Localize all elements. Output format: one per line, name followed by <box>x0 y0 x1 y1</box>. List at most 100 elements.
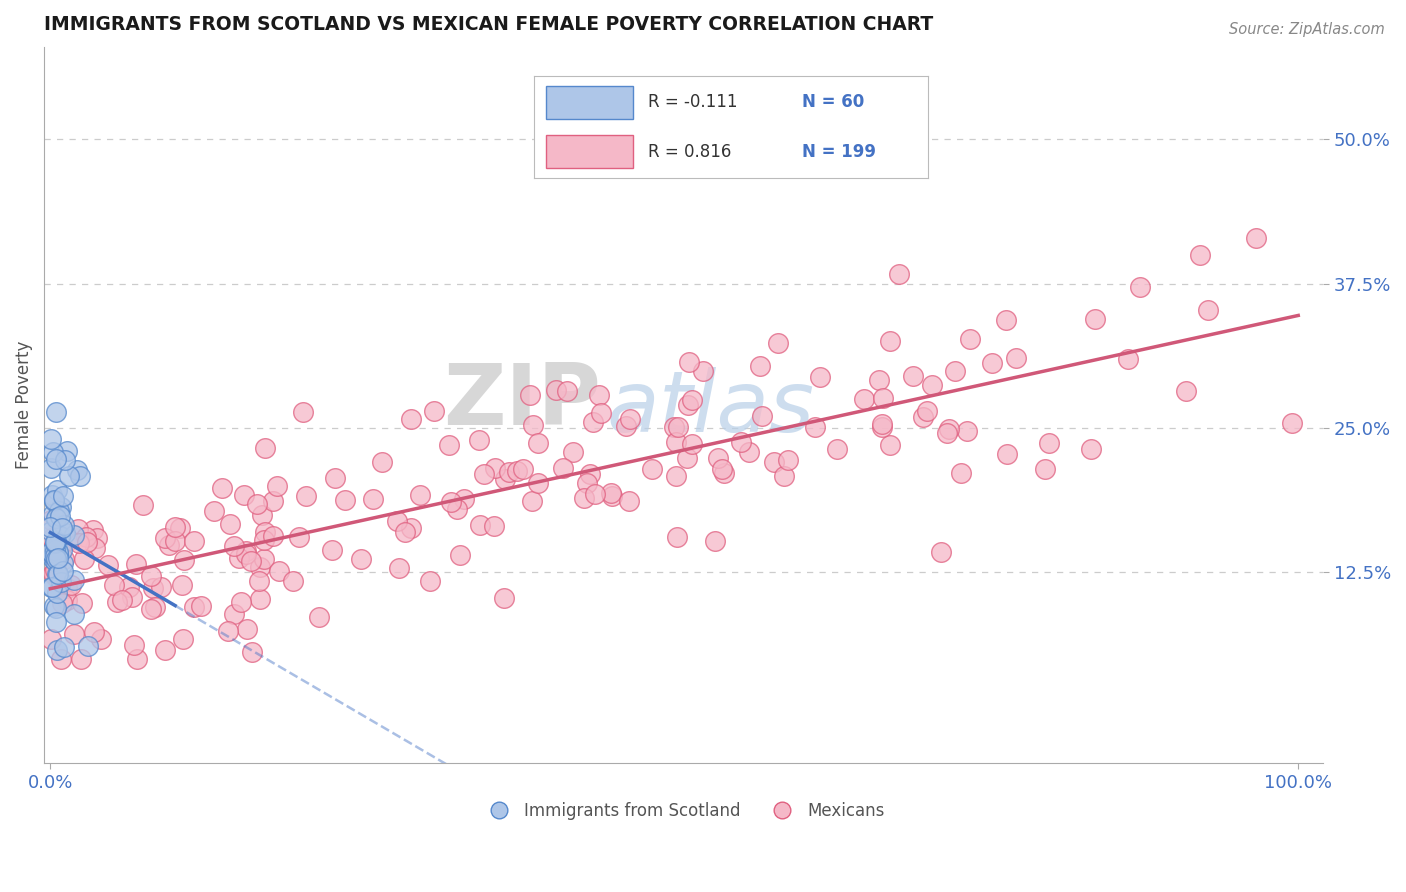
Point <box>250 508 273 522</box>
Point <box>901 368 924 383</box>
Point <box>678 398 700 412</box>
Point <box>247 574 270 589</box>
Point <box>929 544 952 558</box>
Point <box>692 364 714 378</box>
Point <box>150 580 173 594</box>
Point <box>75 530 97 544</box>
Text: N = 199: N = 199 <box>801 143 876 161</box>
Point <box>520 493 543 508</box>
Point <box>1084 311 1107 326</box>
Point <box>39 432 62 446</box>
Point <box>921 377 943 392</box>
Point <box>253 441 276 455</box>
Point <box>995 448 1018 462</box>
Point <box>1281 417 1303 431</box>
Point <box>51 543 73 558</box>
Point <box>730 435 752 450</box>
Point <box>583 486 606 500</box>
Point <box>51 521 73 535</box>
Point <box>41 513 63 527</box>
Point <box>46 586 69 600</box>
Point <box>45 567 67 582</box>
Point <box>308 610 330 624</box>
Point <box>768 335 790 350</box>
Point <box>83 541 105 556</box>
Point <box>45 483 67 497</box>
Point <box>122 638 145 652</box>
Point <box>512 462 534 476</box>
Point <box>49 544 72 558</box>
Point <box>45 510 67 524</box>
Text: R = 0.816: R = 0.816 <box>648 143 731 161</box>
Point <box>86 531 108 545</box>
Point <box>55 444 77 458</box>
Point <box>170 578 193 592</box>
Point <box>253 525 276 540</box>
Point <box>808 369 831 384</box>
Point <box>519 388 541 402</box>
Point <box>190 599 212 614</box>
Point <box>437 438 460 452</box>
Point <box>82 524 104 538</box>
Point <box>41 507 63 521</box>
Point <box>165 520 187 534</box>
Point <box>555 384 578 398</box>
Point <box>48 529 70 543</box>
Point <box>749 359 772 374</box>
Point <box>572 491 595 505</box>
Point <box>1246 231 1268 245</box>
Text: Source: ZipAtlas.com: Source: ZipAtlas.com <box>1229 22 1385 37</box>
Point <box>235 544 257 558</box>
Point <box>222 539 245 553</box>
Point <box>58 533 80 548</box>
Point <box>1197 303 1219 318</box>
Point <box>484 460 506 475</box>
Point <box>62 627 84 641</box>
Point <box>44 563 66 577</box>
Point <box>676 451 699 466</box>
Point <box>711 461 734 475</box>
FancyBboxPatch shape <box>546 87 633 119</box>
Point <box>804 420 827 434</box>
Point <box>879 334 901 348</box>
Text: N = 60: N = 60 <box>801 94 865 112</box>
Point <box>602 489 624 503</box>
Point <box>467 434 489 448</box>
Point <box>139 569 162 583</box>
Point <box>60 577 83 591</box>
Point <box>45 600 67 615</box>
Point <box>52 530 75 544</box>
Point <box>588 388 610 402</box>
Text: R = -0.111: R = -0.111 <box>648 94 738 112</box>
Point <box>776 453 799 467</box>
Point <box>46 506 69 520</box>
Point <box>1129 280 1152 294</box>
Point <box>41 531 63 545</box>
Point <box>870 417 893 431</box>
Point <box>52 564 75 578</box>
Point <box>1038 436 1060 450</box>
Point <box>911 410 934 425</box>
Point <box>105 595 128 609</box>
Point <box>153 643 176 657</box>
Point <box>287 530 309 544</box>
Point <box>228 550 250 565</box>
Point <box>665 434 688 449</box>
Point <box>1005 351 1028 366</box>
Point <box>52 556 75 570</box>
Point <box>291 405 314 419</box>
Point <box>67 536 90 550</box>
Point <box>97 558 120 573</box>
Point <box>103 577 125 591</box>
Point <box>249 559 271 574</box>
Point <box>240 554 263 568</box>
Point <box>1080 442 1102 457</box>
Point <box>76 535 98 549</box>
Point <box>45 541 67 555</box>
Point <box>132 498 155 512</box>
Point <box>949 466 972 480</box>
Point <box>522 417 544 432</box>
Point <box>703 533 725 548</box>
Point <box>217 624 239 639</box>
Point <box>773 469 796 483</box>
